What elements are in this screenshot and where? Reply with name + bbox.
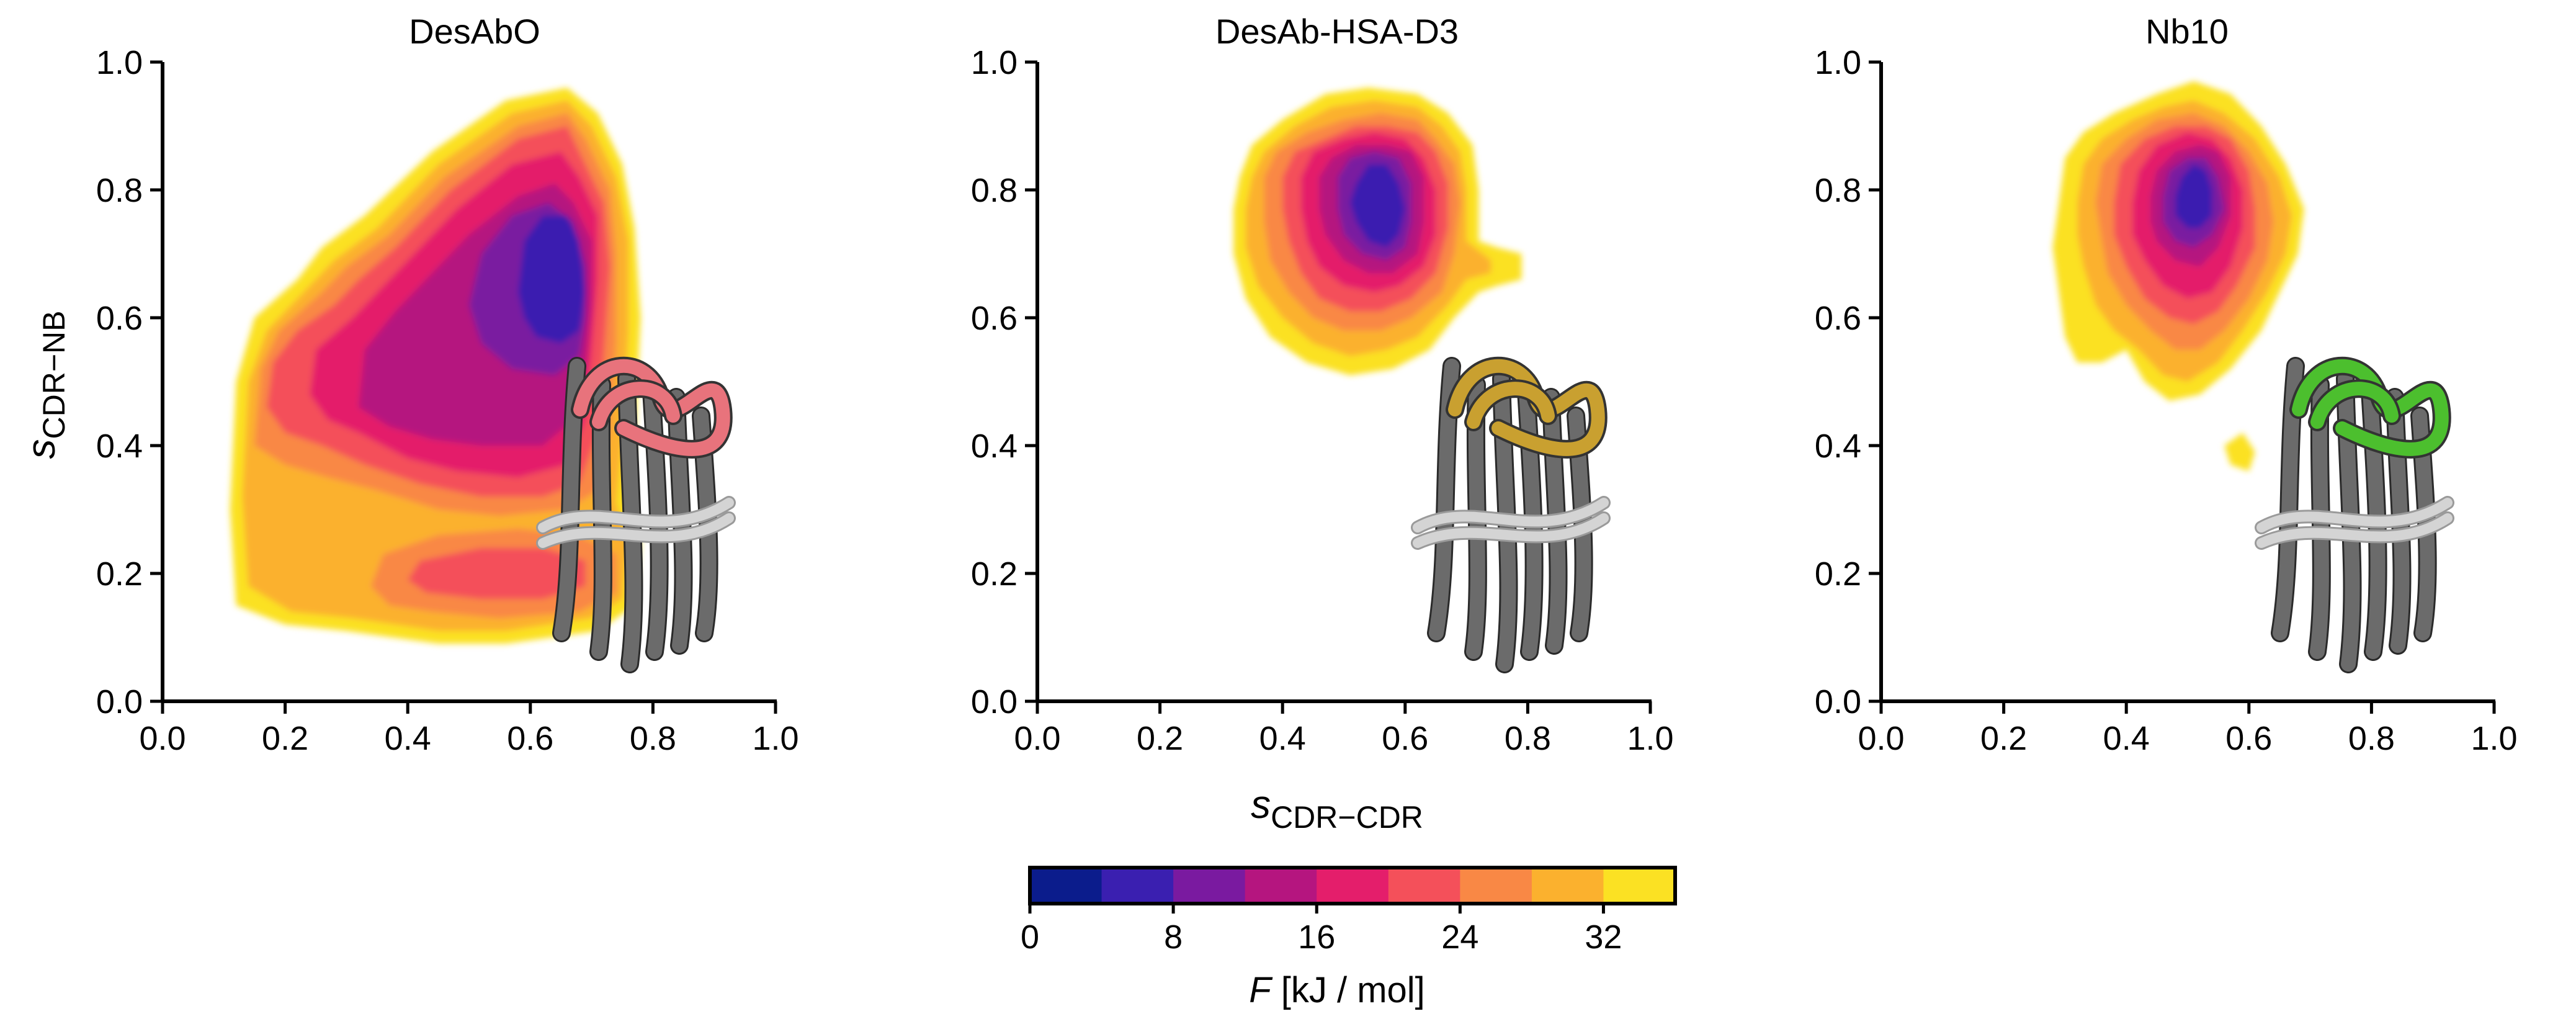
energy-level-region bbox=[408, 547, 586, 600]
y-tick-label: 0.2 bbox=[1815, 555, 1861, 593]
x-tick-label: 0.8 bbox=[1505, 720, 1551, 757]
x-tick-label: 0.0 bbox=[1014, 720, 1060, 757]
x-axis-label-main: s bbox=[1251, 782, 1271, 827]
colorbar-label: F [kJ / mol] bbox=[1249, 970, 1425, 1010]
y-tick-label: 0.8 bbox=[971, 172, 1017, 209]
y-tick-label: 0.2 bbox=[971, 555, 1017, 593]
colorbar-swatch bbox=[1388, 868, 1460, 904]
colorbar-swatch bbox=[1030, 868, 1102, 904]
y-tick-label: 0.0 bbox=[971, 683, 1017, 721]
protein-structure-cartoon bbox=[536, 356, 736, 673]
y-tick-label: 1.0 bbox=[1815, 44, 1861, 81]
cdr-loop bbox=[592, 382, 680, 429]
x-tick-label: 0.2 bbox=[1137, 720, 1183, 757]
y-tick-label: 1.0 bbox=[971, 44, 1017, 81]
colorbar-swatch bbox=[1245, 868, 1317, 904]
y-tick-label: 0.4 bbox=[96, 428, 143, 465]
panel-nb10: Nb10 0.0 0.2 0.4 0.6 0.8 1.0 0.0 0.2 0.4 0.6 0.8 1.… bbox=[1815, 12, 2518, 757]
energy-level-region bbox=[2175, 164, 2212, 228]
colorbar-swatch bbox=[1531, 868, 1604, 904]
colorbar-swatch bbox=[1173, 868, 1246, 904]
free-energy-map bbox=[230, 88, 641, 644]
colorbar-tick-label: 0 bbox=[1021, 918, 1039, 956]
axes: 0.0 0.2 0.4 0.6 0.8 1.0 0.0 0.2 0.4 0.6 0.8 1.0 bbox=[96, 44, 799, 757]
protein-structure-cartoon bbox=[2255, 356, 2454, 673]
y-tick-label: 0.4 bbox=[971, 428, 1017, 465]
energy-level-region bbox=[518, 215, 586, 344]
energy-level-region bbox=[2224, 433, 2255, 472]
loop bbox=[2256, 498, 2453, 532]
colorbar-tick-label: 24 bbox=[1441, 918, 1478, 956]
loop bbox=[1413, 498, 1609, 532]
panel-desab-hsa-d3: DesAb-HSA-D3 0.0 0.2 0.4 0.6 0.8 1.0 0.0 0.2 0.4… bbox=[971, 12, 1674, 757]
colorbar-swatch bbox=[1460, 868, 1532, 904]
colorbar-frame bbox=[1028, 866, 1677, 905]
energy-level-region bbox=[1349, 164, 1405, 248]
colorbar-tick-label: 8 bbox=[1164, 918, 1183, 956]
colorbar-tick-label: 32 bbox=[1585, 918, 1622, 956]
x-tick-label: 0.2 bbox=[1980, 720, 2027, 757]
loop bbox=[538, 513, 734, 548]
loop bbox=[538, 498, 734, 532]
x-tick-label: 0.6 bbox=[507, 720, 553, 757]
colorbar-label-var: F bbox=[1249, 970, 1273, 1010]
cdr-loop bbox=[2310, 382, 2399, 429]
y-tick-label: 0.6 bbox=[971, 300, 1017, 337]
y-tick-label: 0.4 bbox=[1815, 428, 1861, 465]
colorbar-swatch bbox=[1101, 868, 1174, 904]
x-axis-label-sub: CDR−CDR bbox=[1271, 800, 1423, 835]
colorbar-swatch bbox=[1317, 868, 1389, 904]
cdr-loop bbox=[573, 359, 730, 456]
axes: 0.0 0.2 0.4 0.6 0.8 1.0 0.0 0.2 0.4 0.6 0.8 1.0 bbox=[971, 44, 1674, 757]
loop bbox=[1413, 513, 1609, 548]
y-tick-label: 0.6 bbox=[96, 300, 143, 337]
y-axis-label-main: s bbox=[19, 439, 63, 459]
x-tick-label: 1.0 bbox=[1627, 720, 1673, 757]
x-tick-label: 0.0 bbox=[1858, 720, 1904, 757]
cdr-loop bbox=[1467, 382, 1555, 429]
axes: 0.0 0.2 0.4 0.6 0.8 1.0 0.0 0.2 0.4 0.6 0.8 1.0 bbox=[1815, 44, 2518, 757]
y-tick-label: 0.8 bbox=[1815, 172, 1861, 209]
y-tick-label: 0.0 bbox=[1815, 683, 1861, 721]
loop bbox=[2256, 513, 2453, 548]
y-axis-label-sub: CDR−NB bbox=[37, 311, 71, 439]
y-tick-label: 0.6 bbox=[1815, 300, 1861, 337]
colorbar-swatch bbox=[1603, 868, 1676, 904]
x-tick-label: 0.0 bbox=[139, 720, 186, 757]
panel-title: Nb10 bbox=[2145, 12, 2229, 51]
colorbar-tick-label: 16 bbox=[1298, 918, 1335, 956]
free-energy-map bbox=[1233, 88, 1522, 375]
colorbar: 0 8 16 24 32 bbox=[1021, 866, 1677, 956]
cdr-loop bbox=[1448, 359, 1605, 456]
x-tick-label: 0.4 bbox=[385, 720, 431, 757]
y-axis-label: sCDR−NB bbox=[19, 311, 71, 459]
panel-title: DesAb-HSA-D3 bbox=[1215, 12, 1459, 51]
panel-desabo: DesAbO 0.0 0.2 0.4 0.6 0.8 1.0 0.0 0.2 0.4 0.6 0.8… bbox=[96, 12, 799, 757]
x-tick-label: 0.8 bbox=[2348, 720, 2395, 757]
x-tick-label: 0.4 bbox=[1259, 720, 1306, 757]
x-tick-label: 0.4 bbox=[2103, 720, 2150, 757]
x-tick-label: 0.6 bbox=[2225, 720, 2272, 757]
y-tick-label: 0.0 bbox=[96, 683, 143, 721]
x-tick-label: 1.0 bbox=[752, 720, 798, 757]
cdr-loop bbox=[2292, 359, 2449, 456]
free-energy-map bbox=[2052, 81, 2304, 472]
x-tick-label: 0.6 bbox=[1382, 720, 1428, 757]
y-tick-label: 0.8 bbox=[96, 172, 143, 209]
y-tick-label: 0.2 bbox=[96, 555, 143, 593]
x-tick-label: 0.8 bbox=[630, 720, 676, 757]
protein-structure-cartoon bbox=[1411, 356, 1611, 673]
x-tick-label: 0.2 bbox=[262, 720, 308, 757]
panel-title: DesAbO bbox=[409, 12, 540, 51]
y-tick-label: 1.0 bbox=[96, 44, 143, 81]
colorbar-label-unit: [kJ / mol] bbox=[1271, 970, 1425, 1010]
x-axis-label: sCDR−CDR bbox=[1251, 782, 1423, 835]
x-tick-label: 1.0 bbox=[2471, 720, 2517, 757]
